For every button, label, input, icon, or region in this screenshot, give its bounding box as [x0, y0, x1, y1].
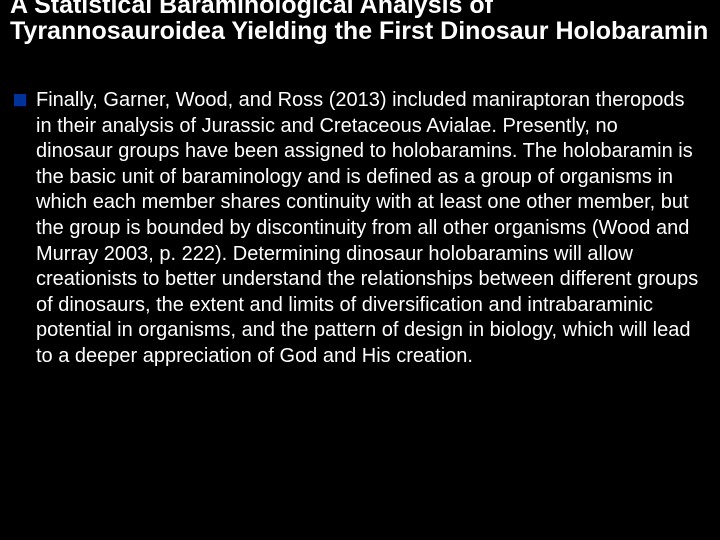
title-chinese: 暴龙超科的统计分析给予第一个恐龙种类 [10, 45, 710, 70]
bullet-item: Finally, Garner, Wood, and Ross (2013) i… [14, 88, 700, 370]
body-area: Finally, Garner, Wood, and Ross (2013) i… [14, 88, 700, 370]
body-paragraph: Finally, Garner, Wood, and Ross (2013) i… [36, 88, 700, 370]
square-bullet-icon [14, 94, 26, 106]
title-block: A Statistical Baraminological Analysis o… [10, 0, 710, 70]
slide: A Statistical Baraminological Analysis o… [0, 0, 720, 540]
title-english: A Statistical Baraminological Analysis o… [10, 0, 710, 45]
